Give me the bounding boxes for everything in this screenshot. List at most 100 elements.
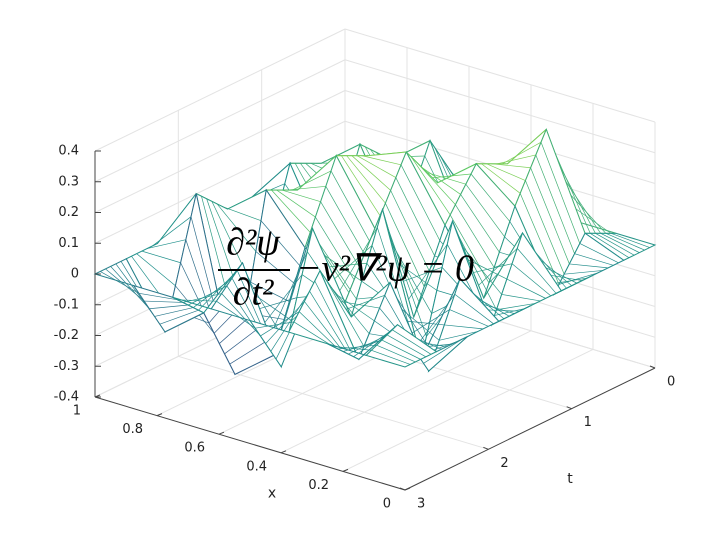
z-tick-label: 0.4 xyxy=(58,144,79,159)
surface-hatch xyxy=(390,190,430,272)
surface-hatch xyxy=(610,233,650,248)
surface-hatch xyxy=(154,307,194,317)
surface-hatch xyxy=(392,329,432,355)
surface-hatch xyxy=(141,250,181,264)
z-tick-label: 0 xyxy=(71,267,79,282)
surface-hatch xyxy=(395,177,435,256)
surface-hatch xyxy=(346,155,386,204)
surface-hatch xyxy=(403,267,443,282)
surface-hatch xyxy=(330,285,370,334)
surface-hatch xyxy=(271,189,311,233)
surface-hatch xyxy=(276,189,316,218)
x-tick xyxy=(280,450,287,454)
surface-hatch xyxy=(147,239,186,249)
surface-hatch xyxy=(387,227,427,337)
equation-denominator: ∂t² xyxy=(233,272,274,314)
surface-hatch xyxy=(408,244,448,300)
surface-hatch xyxy=(605,233,645,251)
surface-hatch xyxy=(216,300,256,329)
y-tick xyxy=(399,487,406,491)
x-axis-label: x xyxy=(268,486,276,502)
y-axis xyxy=(404,367,656,491)
surface-hatch xyxy=(100,271,140,294)
surface-hatch xyxy=(511,263,552,297)
surface-hatch xyxy=(481,163,521,194)
wall-grid-line xyxy=(344,28,656,123)
surface-hatch xyxy=(159,309,199,325)
wall-grid-line xyxy=(94,90,346,213)
z-tick-label: -0.4 xyxy=(54,390,79,405)
z-tick-label: 0.3 xyxy=(58,174,79,189)
surface-hatch xyxy=(287,185,326,191)
labels: 1 0.8 0.6 0.4 0.2 0 0 1 2 3 0.4 0.3 0.2 0.1 0 -0.1 -0.2 -… xyxy=(54,144,676,512)
surface-hatch xyxy=(530,167,570,265)
equation-rest: −v²∇²ψ = 0 xyxy=(296,248,474,290)
surface-hatch xyxy=(356,155,397,178)
surface-hatch xyxy=(340,301,380,309)
surface-hatch xyxy=(432,173,472,179)
surface-hatch xyxy=(579,243,619,264)
floor-grid-line xyxy=(342,348,594,472)
surface-hatch xyxy=(540,142,581,244)
equation-numerator: ∂²ψ xyxy=(226,222,281,264)
wall-grid-line xyxy=(344,59,656,154)
surface-hatch xyxy=(255,321,295,329)
surface-hatch xyxy=(556,160,596,234)
surface-hatch xyxy=(421,167,461,195)
x-tick-label: 1 xyxy=(73,404,81,419)
surface-hatch xyxy=(462,246,502,295)
surface-hatch xyxy=(501,294,541,302)
x-tick-label: 0 xyxy=(383,497,391,512)
surface-hatch xyxy=(595,232,635,256)
surface-hatch xyxy=(362,155,402,166)
surface-hatch xyxy=(293,321,333,347)
y-tick xyxy=(649,365,656,369)
x-tick-label: 0.2 xyxy=(308,478,329,493)
surface-hatch xyxy=(449,309,489,327)
surface-hatch xyxy=(216,203,257,252)
surface-hatch xyxy=(110,266,150,309)
x-axis xyxy=(94,396,406,491)
surface-hatch xyxy=(144,300,183,303)
surface-hatch xyxy=(335,293,375,322)
surface-hatch xyxy=(260,220,301,266)
surface-hatch xyxy=(298,311,339,350)
surface-hatch xyxy=(457,233,497,310)
surface-hatch xyxy=(341,155,381,217)
surface-hatch xyxy=(470,173,511,222)
surface-hatch xyxy=(455,204,495,268)
surface-hatch xyxy=(315,216,355,281)
y-tick-label: 2 xyxy=(500,456,508,471)
y-tick-label: 1 xyxy=(584,415,592,430)
surface-hatch xyxy=(525,180,565,275)
surface-hatch xyxy=(460,194,500,253)
surface-hatch xyxy=(325,186,365,255)
surface-hatch xyxy=(330,170,371,242)
surface-hatch xyxy=(187,285,228,306)
x-tick-label: 0.6 xyxy=(184,441,205,456)
surface-hatch xyxy=(314,280,354,357)
surface-hatch xyxy=(351,155,391,191)
x-tick xyxy=(342,468,349,472)
surface-hatch xyxy=(250,281,290,302)
surface-hatch xyxy=(320,201,360,268)
surface-hatch xyxy=(423,338,463,364)
x-tick-label: 0.4 xyxy=(246,459,267,474)
surface-hatch xyxy=(343,339,382,352)
surface-hatch xyxy=(502,141,542,165)
surface-hatch xyxy=(590,232,630,259)
wall-grid-line xyxy=(94,28,346,152)
surface-hatch xyxy=(574,253,614,266)
surface-hatch xyxy=(281,189,321,203)
z-tick-label: -0.2 xyxy=(54,328,79,343)
z-tick-label: 0.1 xyxy=(58,236,79,251)
surface-hatch xyxy=(519,193,560,285)
surface-hatch xyxy=(304,301,344,352)
y-tick xyxy=(483,446,489,450)
surface-hatch xyxy=(260,311,300,337)
surface-hatch xyxy=(371,349,411,365)
surface-hatch xyxy=(416,162,456,205)
surface-hatch xyxy=(561,175,601,234)
surface-hatch xyxy=(467,259,508,280)
